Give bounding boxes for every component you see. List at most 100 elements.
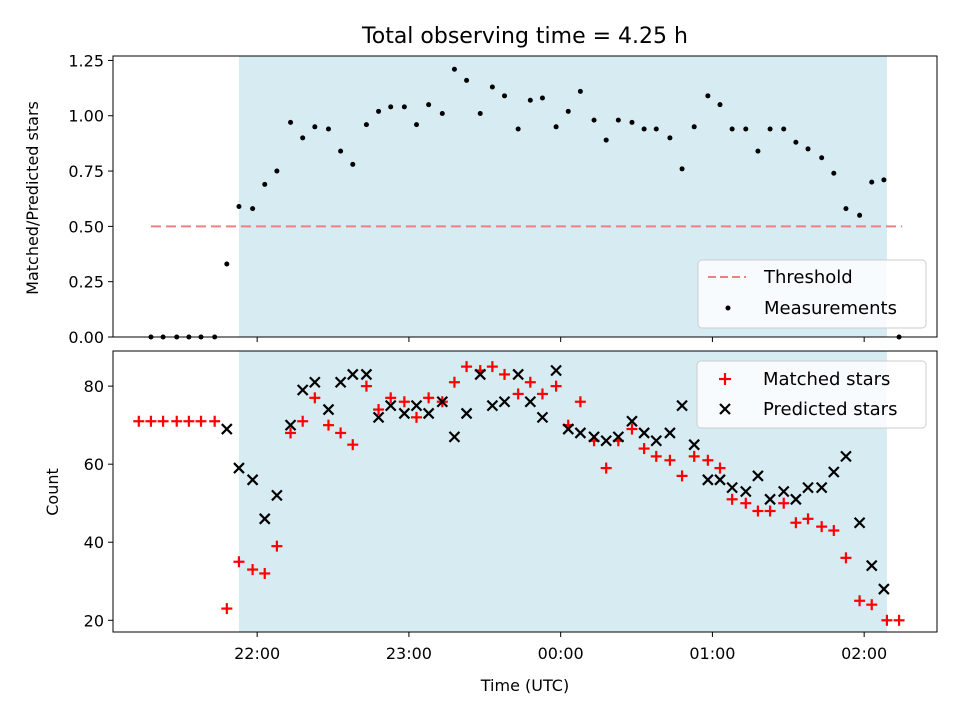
predicted-star-point bbox=[384, 399, 397, 412]
matched-star-point bbox=[486, 361, 498, 373]
matched-star-point bbox=[512, 388, 524, 400]
predicted-star-point bbox=[486, 399, 499, 412]
legend-predicted-label: Predicted stars bbox=[763, 399, 897, 420]
y-tick-label: 0.75 bbox=[68, 162, 104, 181]
predicted-star-point bbox=[650, 434, 663, 447]
matched-star-point bbox=[714, 462, 726, 474]
matched-star-point bbox=[790, 517, 802, 529]
predicted-star-point bbox=[588, 431, 600, 443]
measurement-point bbox=[831, 170, 837, 176]
measurement-point bbox=[881, 177, 887, 183]
measurement-point bbox=[262, 181, 268, 187]
top-y-ticks: 0.00 0.25 0.50 0.75 1.00 1.25 bbox=[68, 51, 113, 347]
predicted-star-point bbox=[512, 368, 524, 381]
predicted-star-point bbox=[702, 474, 714, 486]
measurement-point bbox=[312, 124, 318, 130]
matched-star-point bbox=[373, 404, 385, 416]
matched-star-point bbox=[626, 423, 638, 435]
matched-star-point bbox=[524, 376, 536, 388]
predicted-star-point bbox=[840, 450, 852, 463]
measurement-point bbox=[477, 111, 483, 117]
matched-star-point bbox=[499, 368, 511, 380]
predicted-star-point bbox=[498, 395, 511, 408]
matched-star-point bbox=[461, 361, 473, 373]
top-y-axis-label: Matched/Predicted stars bbox=[23, 101, 42, 295]
matched-star-point bbox=[638, 443, 650, 455]
predicted-star-point bbox=[777, 485, 790, 498]
y-tick-label: 80 bbox=[84, 377, 104, 396]
predicted-star-point bbox=[398, 407, 411, 420]
matched-star-point bbox=[650, 450, 662, 462]
bottom-legend-box bbox=[696, 360, 927, 429]
predicted-star-point bbox=[284, 419, 297, 431]
top-x-ticks bbox=[256, 337, 865, 342]
measurement-point bbox=[464, 77, 470, 83]
predicted-star-point bbox=[448, 431, 461, 443]
measurement-point bbox=[781, 126, 787, 132]
predicted-star-point bbox=[740, 485, 752, 498]
matched-star-point bbox=[398, 396, 410, 408]
measurement-point bbox=[539, 95, 545, 101]
predicted-star-point bbox=[271, 489, 283, 502]
predicted-star-point bbox=[726, 481, 738, 494]
measurement-point bbox=[691, 124, 697, 130]
measurement-point bbox=[767, 126, 773, 132]
measurement-point bbox=[653, 126, 659, 132]
measurement-point bbox=[577, 88, 583, 94]
measurement-point bbox=[451, 66, 457, 72]
matched-star-point bbox=[764, 505, 776, 517]
matched-star-point bbox=[347, 439, 359, 451]
predicted-star-point bbox=[334, 376, 347, 389]
matched-star-point bbox=[840, 552, 852, 564]
measurement-point bbox=[667, 135, 673, 141]
measurement-point bbox=[236, 203, 242, 209]
matched-star-point bbox=[550, 380, 562, 392]
legend-measurements-label: Measurements bbox=[764, 298, 897, 319]
measurement-point bbox=[843, 206, 849, 212]
legend-threshold-label: Threshold bbox=[763, 267, 853, 288]
bottom-axes-frame bbox=[112, 350, 938, 633]
predicted-star-point bbox=[600, 434, 612, 447]
measurement-point bbox=[489, 84, 495, 90]
measurement-point bbox=[274, 168, 280, 174]
matched-star-point bbox=[702, 454, 714, 466]
measurement-point bbox=[793, 139, 799, 145]
measurement-point bbox=[591, 117, 597, 123]
predicted-star-point bbox=[790, 493, 802, 506]
measurement-point bbox=[426, 102, 432, 108]
y-tick-label: 0.50 bbox=[68, 217, 104, 236]
measurement-point bbox=[338, 148, 344, 154]
y-tick-label: 40 bbox=[84, 533, 104, 552]
matched-star-point bbox=[360, 380, 372, 392]
measurement-point bbox=[388, 104, 394, 110]
measurement-point bbox=[641, 126, 647, 132]
measurement-point bbox=[705, 93, 711, 99]
predicted-star-point bbox=[865, 559, 878, 572]
matched-star-point bbox=[221, 603, 233, 615]
predicted-star-point bbox=[296, 384, 309, 396]
bottom-legend: Matched stars Predicted stars bbox=[696, 360, 927, 429]
matched-star-point bbox=[778, 497, 790, 509]
predicted-star-point bbox=[410, 399, 423, 412]
measurement-point bbox=[300, 135, 306, 141]
legend-predicted-swatch bbox=[719, 403, 731, 415]
measurement-point bbox=[527, 97, 533, 103]
predicted-star-point bbox=[752, 470, 764, 482]
predicted-star-point bbox=[360, 368, 373, 381]
matched-star-point bbox=[536, 388, 548, 400]
matched-star-point bbox=[866, 599, 878, 611]
predicted-star-point bbox=[828, 466, 840, 478]
y-tick-label: 0.25 bbox=[68, 273, 104, 292]
bottom-x-ticks: 22:00 23:00 00:00 01:00 02:00 bbox=[234, 632, 887, 663]
measurement-point bbox=[515, 126, 521, 132]
y-tick-label: 20 bbox=[84, 611, 104, 630]
x-axis-label: Time (UTC) bbox=[480, 676, 569, 695]
chart-title: Total observing time = 4.25 h bbox=[361, 24, 688, 49]
matched-star-point bbox=[209, 415, 221, 427]
legend-measurements-swatch bbox=[725, 305, 731, 311]
matched-star-point bbox=[448, 376, 460, 388]
matched-star-point bbox=[233, 556, 245, 568]
predicted-star-point bbox=[815, 481, 828, 494]
measurement-point bbox=[325, 126, 331, 132]
measurement-point bbox=[553, 124, 559, 130]
